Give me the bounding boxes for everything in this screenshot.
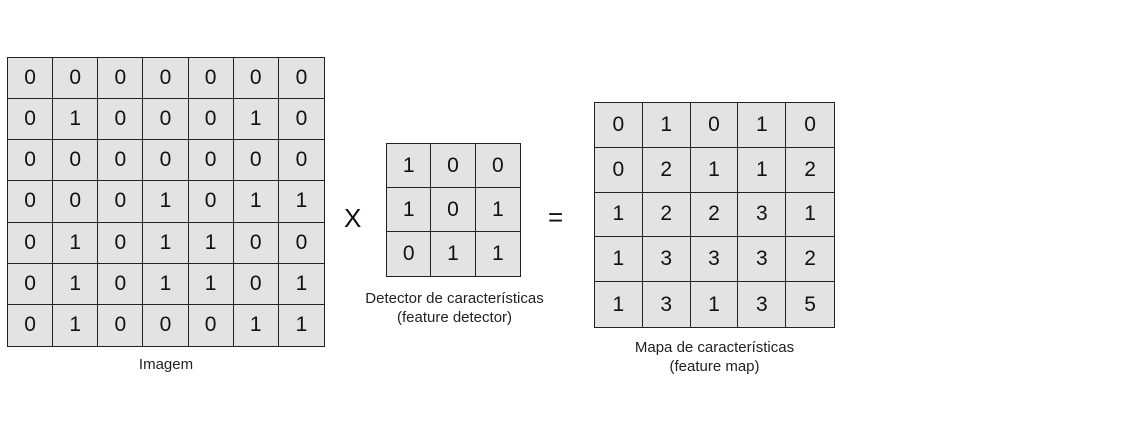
detector-cell: 0	[431, 144, 476, 188]
feature-map-cell: 3	[738, 192, 787, 238]
image-cell: 0	[143, 99, 189, 141]
image-cell: 1	[233, 99, 279, 141]
image-cell: 0	[98, 58, 144, 100]
image-cell: 1	[278, 181, 324, 223]
image-cell: 0	[189, 304, 234, 346]
image-cell: 1	[53, 99, 99, 141]
detector-cell: 0	[387, 232, 432, 276]
feature-map-cell: 3	[738, 282, 787, 327]
feature-map-cell: 0	[595, 103, 643, 148]
feature-map-cell: 1	[690, 147, 739, 193]
feature-map-cell: 1	[595, 282, 643, 327]
detector-caption-line1: Detector de características	[365, 290, 544, 307]
feature-map-cell: 5	[804, 292, 816, 316]
image-cell: 0	[278, 140, 324, 182]
image-cell: 0	[278, 99, 324, 141]
image-cell: 0	[188, 99, 234, 141]
detector-cell: 0	[431, 188, 476, 232]
image-cell: 0	[188, 140, 234, 182]
image-cell: 0	[188, 58, 234, 100]
image-cell: 1	[53, 304, 99, 346]
image-cell: 1	[143, 181, 189, 223]
image-cell: 0	[8, 304, 54, 346]
image-cell: 1	[53, 222, 99, 264]
image-cell: 1	[53, 263, 99, 305]
image-cell: 0	[98, 181, 144, 223]
detector-cell: 0	[475, 144, 520, 188]
image-cell: 0	[233, 222, 279, 264]
image-cell: 1	[143, 222, 189, 264]
feature-map-cell: 3	[642, 237, 691, 283]
detector-cell: 1	[475, 188, 520, 232]
image-cell: 0	[98, 222, 144, 264]
image-cell: 0	[8, 222, 54, 264]
image-cell: 0	[278, 223, 324, 264]
detector-cell: 1	[387, 144, 432, 188]
image-cell: 0	[233, 263, 279, 305]
image-cell: 0	[98, 99, 144, 141]
image-cell: 1	[278, 264, 324, 305]
image-cell: 0	[188, 181, 234, 223]
feature-map-cell: 3	[690, 237, 739, 283]
feature-map-cell: 2	[690, 192, 739, 238]
image-cell: 0	[8, 140, 54, 182]
feature-map-cell: 1	[642, 103, 691, 148]
image-cell: 0	[98, 140, 144, 182]
image-cell: 1	[233, 181, 279, 223]
image-cell: 0	[143, 304, 189, 346]
feature-map-cell: 1	[738, 147, 787, 193]
detector-cell: 1	[387, 188, 432, 232]
feature-map-cell: 2	[642, 192, 691, 238]
feature-map-caption-line1: Mapa de características	[634, 339, 795, 356]
feature-map-cell: 1	[595, 237, 643, 283]
detector-caption-line2: (feature detector)	[396, 309, 513, 326]
image-cell: 0	[8, 99, 54, 141]
feature-map-cell: 0	[595, 147, 643, 193]
feature-map-cell: 1	[738, 103, 787, 148]
feature-map-cell: 1	[691, 282, 739, 327]
image-cell: 0	[8, 58, 54, 100]
detector-cell: 1	[431, 232, 476, 276]
image-cell: 0	[233, 140, 279, 182]
image-cell: 0	[98, 263, 144, 305]
image-cell: 1	[234, 304, 279, 346]
feature-map-cell: 0	[786, 103, 834, 148]
feature-map-cell: 2	[786, 148, 834, 193]
feature-map-cell: 0	[690, 103, 739, 148]
multiply-operator: X	[344, 203, 362, 233]
feature-map-cell: 3	[643, 282, 691, 327]
detector-cell: 1	[491, 242, 504, 265]
feature-map-cell: 2	[786, 237, 834, 283]
image-cell: 0	[53, 58, 99, 100]
detector-caption: Detector de características (feature det…	[348, 289, 561, 327]
image-cell: 0	[98, 304, 144, 346]
image-cell: 1	[188, 222, 234, 264]
feature-map-caption: Mapa de características (feature map)	[594, 338, 835, 376]
image-cell: 0	[8, 263, 54, 305]
image-cell: 1	[143, 263, 189, 305]
feature-map-cell: 2	[642, 147, 691, 193]
image-cell: 0	[8, 181, 54, 223]
image-cell: 0	[233, 58, 279, 100]
feature-map-cell: 1	[786, 193, 834, 238]
feature-map-cell: 1	[595, 192, 643, 238]
image-cell: 0	[278, 58, 324, 100]
image-cell: 0	[53, 181, 99, 223]
feature-map-caption-line2: (feature map)	[669, 358, 760, 375]
image-cell: 1	[295, 313, 308, 337]
image-cell: 0	[143, 140, 189, 182]
equals-operator: =	[548, 202, 564, 232]
image-cell: 0	[143, 58, 189, 100]
feature-map-cell: 3	[738, 237, 787, 283]
image-cell: 0	[53, 140, 99, 182]
image-cell: 1	[188, 263, 234, 305]
image-caption: Imagem	[138, 356, 194, 373]
